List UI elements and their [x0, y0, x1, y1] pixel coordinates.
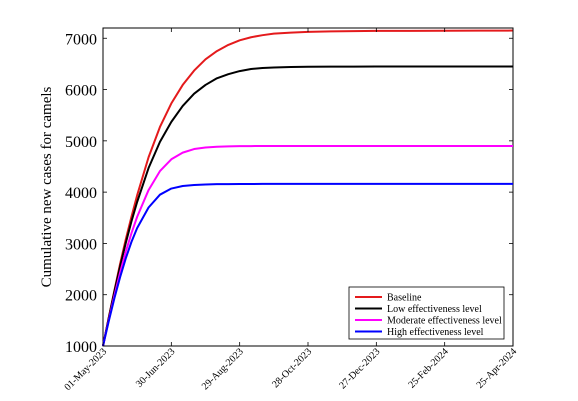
x-tick-label: 25-Feb-2024: [406, 346, 450, 390]
series-layer: [102, 29, 514, 347]
y-axis: 1000 2000 3000 4000 5000 6000 7000: [65, 31, 513, 356]
series-line-2: [102, 144, 513, 347]
legend-box: [348, 286, 505, 340]
y-tick-label: 1000: [65, 339, 97, 356]
legend-label: Low effectiveness level: [387, 304, 482, 315]
y-tick-label: 2000: [65, 288, 97, 305]
x-tick-label: 25-Apr-2024: [475, 346, 520, 391]
series-line-1: [102, 65, 513, 347]
legend-label: High effectiveness level: [387, 327, 484, 338]
y-tick-label: 4000: [65, 185, 97, 202]
y-tick-label: 5000: [65, 134, 97, 151]
y-axis-title: Cumulative new cases for camels: [39, 86, 55, 287]
y-tick-label: 6000: [65, 83, 97, 100]
series-line-3: [102, 182, 513, 347]
y-tick-label: 7000: [65, 31, 97, 48]
legend-label: Moderate effectiveness level: [387, 316, 502, 327]
x-tick-label: 27-Dec-2023: [337, 346, 382, 391]
legend-label: Baseline: [387, 293, 422, 304]
series-line-0: [102, 29, 514, 347]
x-tick-label: 28-Oct-2023: [270, 346, 314, 390]
x-tick-label: 30-Jun-2023: [134, 346, 178, 390]
x-tick-label: 29-Aug-2023: [200, 346, 246, 392]
y-tick-label: 3000: [65, 236, 97, 253]
